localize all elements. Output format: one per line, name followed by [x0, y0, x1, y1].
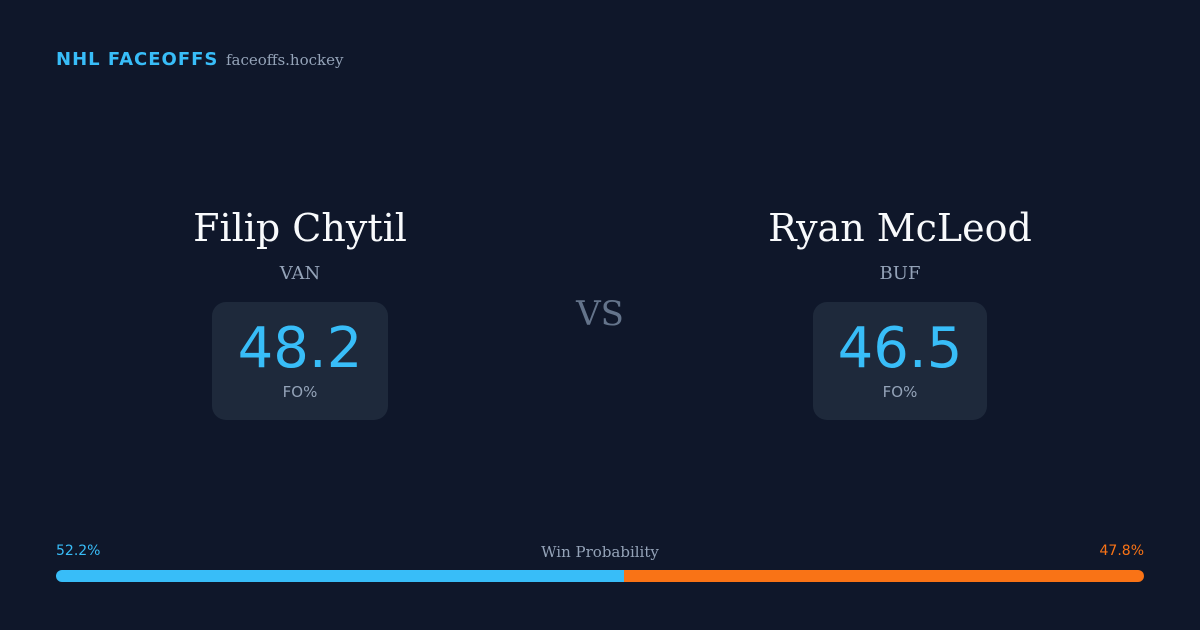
- vs-label: VS: [576, 294, 624, 334]
- win-prob-segment: [56, 570, 624, 582]
- site-name: faceoffs.hockey: [226, 51, 344, 69]
- stat-value: 46.5: [837, 316, 963, 381]
- stat-box: 48.2 FO%: [212, 302, 388, 420]
- player-name: Filip Chytil: [193, 206, 407, 250]
- brand-title: NHL FACEOFFS: [56, 49, 219, 70]
- win-prob-segment: [623, 570, 1144, 582]
- stat-box: 46.5 FO%: [813, 302, 987, 420]
- stat-label: FO%: [282, 383, 318, 401]
- team: VAN: [279, 263, 321, 284]
- win-prob-bar: [56, 570, 1144, 582]
- stat-value: 48.2: [237, 316, 363, 381]
- stat-label: FO%: [882, 383, 918, 401]
- win-prob-title: Win Probability: [541, 543, 659, 561]
- win-prob-label: 52.2%: [56, 543, 101, 559]
- team: BUF: [879, 263, 921, 284]
- player-name: Ryan McLeod: [768, 206, 1032, 250]
- win-prob-label: 47.8%: [1099, 543, 1144, 559]
